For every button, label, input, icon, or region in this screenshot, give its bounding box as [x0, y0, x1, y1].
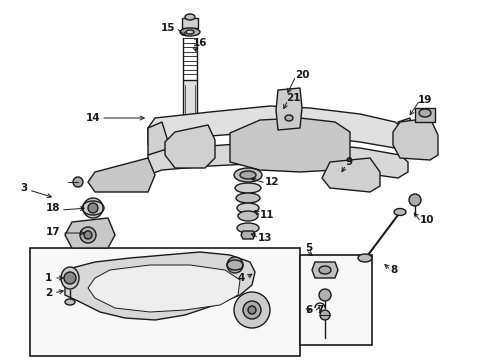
Circle shape [320, 310, 330, 320]
Circle shape [73, 177, 83, 187]
Polygon shape [65, 252, 255, 320]
Text: 14: 14 [85, 113, 100, 123]
Text: 17: 17 [46, 227, 60, 237]
Text: 11: 11 [260, 210, 274, 220]
Ellipse shape [285, 115, 293, 121]
Polygon shape [398, 118, 415, 155]
Text: 2: 2 [45, 288, 52, 298]
Ellipse shape [236, 193, 260, 203]
Circle shape [243, 301, 261, 319]
Ellipse shape [394, 208, 406, 216]
Circle shape [234, 292, 270, 328]
Ellipse shape [419, 109, 431, 117]
Circle shape [409, 194, 421, 206]
Polygon shape [65, 218, 115, 248]
Circle shape [248, 306, 256, 314]
Circle shape [84, 231, 92, 239]
Ellipse shape [319, 266, 331, 274]
Ellipse shape [65, 299, 75, 305]
Circle shape [319, 289, 331, 301]
Polygon shape [182, 18, 198, 28]
Polygon shape [393, 118, 438, 160]
Circle shape [80, 227, 96, 243]
Text: 19: 19 [418, 95, 432, 105]
Polygon shape [178, 152, 202, 162]
Circle shape [227, 257, 243, 273]
Ellipse shape [61, 267, 79, 289]
Polygon shape [230, 118, 350, 172]
Text: 20: 20 [295, 70, 310, 80]
Ellipse shape [181, 139, 199, 149]
Ellipse shape [185, 158, 195, 166]
Text: 8: 8 [390, 265, 397, 275]
Polygon shape [241, 231, 255, 239]
Circle shape [83, 198, 103, 218]
Ellipse shape [240, 171, 256, 179]
Text: 15: 15 [161, 23, 175, 33]
Text: 10: 10 [420, 215, 435, 225]
Text: 4: 4 [238, 273, 245, 283]
Polygon shape [183, 80, 197, 152]
Text: 12: 12 [265, 177, 279, 187]
Text: 21: 21 [286, 93, 300, 103]
Polygon shape [276, 88, 302, 130]
Polygon shape [88, 158, 155, 192]
Ellipse shape [180, 28, 200, 36]
Polygon shape [148, 122, 170, 155]
Ellipse shape [186, 30, 194, 34]
Polygon shape [415, 108, 435, 122]
Polygon shape [322, 158, 380, 192]
Text: 9: 9 [345, 157, 352, 167]
Text: 3: 3 [21, 183, 28, 193]
Ellipse shape [185, 14, 195, 20]
Ellipse shape [234, 168, 262, 182]
Text: 5: 5 [305, 243, 312, 253]
Text: 18: 18 [46, 203, 60, 213]
Circle shape [88, 203, 98, 213]
Polygon shape [165, 125, 215, 168]
Ellipse shape [237, 223, 259, 233]
Polygon shape [312, 262, 338, 278]
Text: 7: 7 [316, 305, 323, 315]
Text: 6: 6 [305, 305, 312, 315]
Polygon shape [88, 265, 240, 312]
Bar [300, 255, 372, 345]
Polygon shape [148, 106, 405, 148]
Circle shape [64, 272, 76, 284]
Text: 16: 16 [193, 38, 207, 48]
Ellipse shape [237, 203, 259, 213]
Ellipse shape [235, 183, 261, 193]
Text: 1: 1 [45, 273, 52, 283]
Ellipse shape [358, 254, 372, 262]
Bar [30, 248, 300, 356]
Ellipse shape [238, 211, 258, 221]
Text: 13: 13 [258, 233, 272, 243]
Polygon shape [148, 143, 408, 178]
